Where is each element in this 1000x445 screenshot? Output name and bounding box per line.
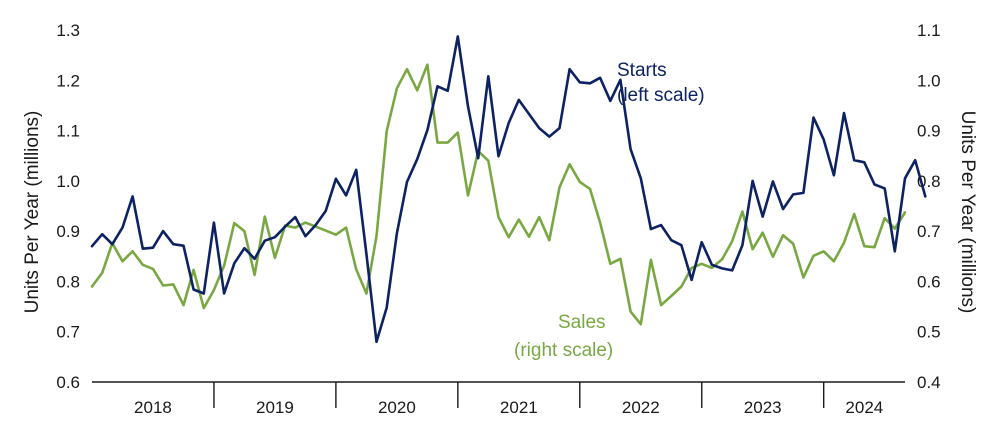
left-tick-label: 1.0 — [56, 172, 80, 191]
x-tick-label: 2019 — [256, 398, 294, 417]
left-axis-label: Units Per Year (millions) — [22, 111, 43, 314]
sales-series-line — [90, 63, 907, 326]
starts-series-line — [90, 35, 927, 344]
series-lines — [90, 35, 927, 344]
left-tick-label: 0.7 — [56, 323, 80, 342]
right-tick-label: 1.1 — [917, 21, 941, 40]
left-tick-label: 0.9 — [56, 222, 80, 241]
sales-series-label: Sales — [558, 312, 606, 333]
starts-series-label: Starts — [617, 60, 667, 81]
sales-series-sublabel: (right scale) — [514, 340, 613, 361]
right-tick-label: 0.7 — [917, 222, 941, 241]
x-tick-label: 2018 — [134, 398, 172, 417]
left-tick-label: 1.3 — [56, 21, 80, 40]
left-axis-ticks: 0.6 0.7 0.8 0.9 1.0 1.1 1.2 1.3 — [56, 21, 80, 392]
left-tick-label: 0.8 — [56, 272, 80, 291]
right-tick-label: 0.4 — [917, 373, 941, 392]
x-tick-label: 2022 — [622, 398, 660, 417]
x-tick-label: 2023 — [744, 398, 782, 417]
left-tick-label: 0.6 — [56, 373, 80, 392]
right-tick-label: 0.5 — [917, 323, 941, 342]
starts-series-sublabel: (left scale) — [617, 85, 705, 106]
right-tick-label: 0.6 — [917, 272, 941, 291]
left-tick-label: 1.2 — [56, 71, 80, 90]
x-axis-ticks: 2018 2019 2020 2021 2022 2023 2024 — [134, 382, 883, 417]
left-tick-label: 1.1 — [56, 122, 80, 141]
right-axis-ticks: 0.40.50.60.70.80.91.01.1 — [917, 21, 941, 392]
right-tick-label: 0.9 — [917, 122, 941, 141]
x-tick-label: 2021 — [500, 398, 538, 417]
x-tick-label: 2024 — [845, 398, 883, 417]
right-tick-label: 1.0 — [917, 71, 941, 90]
x-tick-label: 2020 — [378, 398, 416, 417]
right-axis-label: Units Per Year (millions) — [957, 111, 978, 314]
